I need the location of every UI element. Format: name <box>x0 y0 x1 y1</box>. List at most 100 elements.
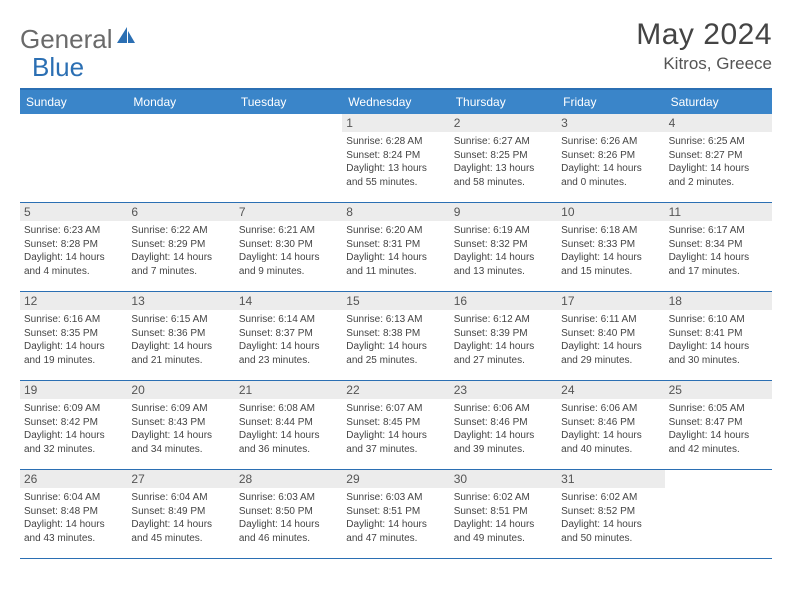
day-details: Sunrise: 6:06 AMSunset: 8:46 PMDaylight:… <box>454 402 553 456</box>
day-cell: 13Sunrise: 6:15 AMSunset: 8:36 PMDayligh… <box>127 292 234 380</box>
day-number: 26 <box>20 470 127 488</box>
week-row: ...1Sunrise: 6:28 AMSunset: 8:24 PMDayli… <box>20 114 772 203</box>
day-cell: 1Sunrise: 6:28 AMSunset: 8:24 PMDaylight… <box>342 114 449 202</box>
week-row: 19 Sunrise: 6:09 AMSunset: 8:42 PMDayligh… <box>20 381 772 470</box>
day-number: 14 <box>235 292 342 310</box>
location: Kitros, Greece <box>636 54 772 74</box>
day-details: Sunrise: 6:04 AMSunset: 8:49 PMDaylight:… <box>131 491 230 545</box>
day-number: 22 <box>342 381 449 399</box>
day-details: Sunrise: 6:11 AMSunset: 8:40 PMDaylight:… <box>561 313 660 367</box>
logo-text-1: General <box>20 24 113 55</box>
day-cell: 26 Sunrise: 6:04 AMSunset: 8:48 PMDayligh… <box>20 470 127 558</box>
day-number: 29 <box>342 470 449 488</box>
day-details: Sunrise: 6:03 AMSunset: 8:50 PMDaylight:… <box>239 491 338 545</box>
logo: General <box>20 24 137 55</box>
day-number: 23 <box>450 381 557 399</box>
day-cell: 17Sunrise: 6:11 AMSunset: 8:40 PMDayligh… <box>557 292 664 380</box>
day-details: Sunrise: 6:03 AMSunset: 8:51 PMDaylight:… <box>346 491 445 545</box>
day-cell: 31 Sunrise: 6:02 AMSunset: 8:52 PMDayligh… <box>557 470 664 558</box>
day-details: Sunrise: 6:20 AMSunset: 8:31 PMDaylight:… <box>346 224 445 278</box>
day-cell: 29 Sunrise: 6:03 AMSunset: 8:51 PMDayligh… <box>342 470 449 558</box>
title-block: May 2024 Kitros, Greece <box>636 18 772 74</box>
day-number: 15 <box>342 292 449 310</box>
day-details: Sunrise: 6:15 AMSunset: 8:36 PMDaylight:… <box>131 313 230 367</box>
week-row: 5 Sunrise: 6:23 AMSunset: 8:28 PMDaylight… <box>20 203 772 292</box>
day-number: 31 <box>557 470 664 488</box>
day-number: 6 <box>127 203 234 221</box>
day-cell: 7 Sunrise: 6:21 AMSunset: 8:30 PMDaylight… <box>235 203 342 291</box>
day-details: Sunrise: 6:10 AMSunset: 8:41 PMDaylight:… <box>669 313 768 367</box>
day-cell-empty: . <box>20 114 127 202</box>
day-number: 21 <box>235 381 342 399</box>
day-details: Sunrise: 6:23 AMSunset: 8:28 PMDaylight:… <box>24 224 123 278</box>
day-details: Sunrise: 6:07 AMSunset: 8:45 PMDaylight:… <box>346 402 445 456</box>
day-number: 30 <box>450 470 557 488</box>
day-cell: 27 Sunrise: 6:04 AMSunset: 8:49 PMDayligh… <box>127 470 234 558</box>
day-cell: 21Sunrise: 6:08 AMSunset: 8:44 PMDayligh… <box>235 381 342 469</box>
day-cell-empty: . <box>665 470 772 558</box>
day-number: 11 <box>665 203 772 221</box>
day-details: Sunrise: 6:21 AMSunset: 8:30 PMDaylight:… <box>239 224 338 278</box>
day-cell: 18 Sunrise: 6:10 AMSunset: 8:41 PMDayligh… <box>665 292 772 380</box>
day-details: Sunrise: 6:04 AMSunset: 8:48 PMDaylight:… <box>24 491 123 545</box>
day-cell: 2Sunrise: 6:27 AMSunset: 8:25 PMDaylight… <box>450 114 557 202</box>
day-details: Sunrise: 6:14 AMSunset: 8:37 PMDaylight:… <box>239 313 338 367</box>
day-number: 27 <box>127 470 234 488</box>
day-details: Sunrise: 6:06 AMSunset: 8:46 PMDaylight:… <box>561 402 660 456</box>
day-details: Sunrise: 6:13 AMSunset: 8:38 PMDaylight:… <box>346 313 445 367</box>
day-details: Sunrise: 6:25 AMSunset: 8:27 PMDaylight:… <box>669 135 768 189</box>
day-number: 1 <box>342 114 449 132</box>
day-details: Sunrise: 6:05 AMSunset: 8:47 PMDaylight:… <box>669 402 768 456</box>
day-cell: 6Sunrise: 6:22 AMSunset: 8:29 PMDaylight… <box>127 203 234 291</box>
weekday-header: Friday <box>557 90 664 114</box>
logo-sail-icon <box>115 25 137 45</box>
day-number: 10 <box>557 203 664 221</box>
weeks-container: ...1Sunrise: 6:28 AMSunset: 8:24 PMDayli… <box>20 114 772 559</box>
day-cell: 10 Sunrise: 6:18 AMSunset: 8:33 PMDayligh… <box>557 203 664 291</box>
day-number: 20 <box>127 381 234 399</box>
logo-text-2: Blue <box>32 52 84 83</box>
day-details: Sunrise: 6:02 AMSunset: 8:51 PMDaylight:… <box>454 491 553 545</box>
day-number: 9 <box>450 203 557 221</box>
calendar: SundayMondayTuesdayWednesdayThursdayFrid… <box>20 88 772 559</box>
day-cell: 12 Sunrise: 6:16 AMSunset: 8:35 PMDayligh… <box>20 292 127 380</box>
day-cell: 30 Sunrise: 6:02 AMSunset: 8:51 PMDayligh… <box>450 470 557 558</box>
day-cell: 19 Sunrise: 6:09 AMSunset: 8:42 PMDayligh… <box>20 381 127 469</box>
day-cell: 20Sunrise: 6:09 AMSunset: 8:43 PMDayligh… <box>127 381 234 469</box>
day-cell: 4 Sunrise: 6:25 AMSunset: 8:27 PMDaylight… <box>665 114 772 202</box>
day-number: 5 <box>20 203 127 221</box>
day-cell: 16Sunrise: 6:12 AMSunset: 8:39 PMDayligh… <box>450 292 557 380</box>
day-number: 16 <box>450 292 557 310</box>
day-number: 2 <box>450 114 557 132</box>
day-cell: 24 Sunrise: 6:06 AMSunset: 8:46 PMDayligh… <box>557 381 664 469</box>
day-number: 4 <box>665 114 772 132</box>
day-cell: 3 Sunrise: 6:26 AMSunset: 8:26 PMDaylight… <box>557 114 664 202</box>
day-details: Sunrise: 6:16 AMSunset: 8:35 PMDaylight:… <box>24 313 123 367</box>
day-number: . <box>20 114 127 132</box>
day-number: 18 <box>665 292 772 310</box>
weekday-header-row: SundayMondayTuesdayWednesdayThursdayFrid… <box>20 90 772 114</box>
day-details: Sunrise: 6:26 AMSunset: 8:26 PMDaylight:… <box>561 135 660 189</box>
day-details: Sunrise: 6:09 AMSunset: 8:42 PMDaylight:… <box>24 402 123 456</box>
day-details: Sunrise: 6:18 AMSunset: 8:33 PMDaylight:… <box>561 224 660 278</box>
weekday-header: Monday <box>127 90 234 114</box>
day-number: 24 <box>557 381 664 399</box>
day-details: Sunrise: 6:02 AMSunset: 8:52 PMDaylight:… <box>561 491 660 545</box>
day-cell: 23 Sunrise: 6:06 AMSunset: 8:46 PMDayligh… <box>450 381 557 469</box>
day-number: 7 <box>235 203 342 221</box>
day-cell: 28Sunrise: 6:03 AMSunset: 8:50 PMDayligh… <box>235 470 342 558</box>
day-details: Sunrise: 6:19 AMSunset: 8:32 PMDaylight:… <box>454 224 553 278</box>
day-cell: 22 Sunrise: 6:07 AMSunset: 8:45 PMDayligh… <box>342 381 449 469</box>
day-cell: 11Sunrise: 6:17 AMSunset: 8:34 PMDayligh… <box>665 203 772 291</box>
weekday-header: Saturday <box>665 90 772 114</box>
day-number: 19 <box>20 381 127 399</box>
day-number: . <box>665 470 772 488</box>
day-number: 25 <box>665 381 772 399</box>
day-cell: 8Sunrise: 6:20 AMSunset: 8:31 PMDaylight… <box>342 203 449 291</box>
day-number: 12 <box>20 292 127 310</box>
week-row: 26 Sunrise: 6:04 AMSunset: 8:48 PMDayligh… <box>20 470 772 559</box>
day-cell-empty: . <box>235 114 342 202</box>
week-row: 12 Sunrise: 6:16 AMSunset: 8:35 PMDayligh… <box>20 292 772 381</box>
day-cell: 14 Sunrise: 6:14 AMSunset: 8:37 PMDayligh… <box>235 292 342 380</box>
day-number: 3 <box>557 114 664 132</box>
